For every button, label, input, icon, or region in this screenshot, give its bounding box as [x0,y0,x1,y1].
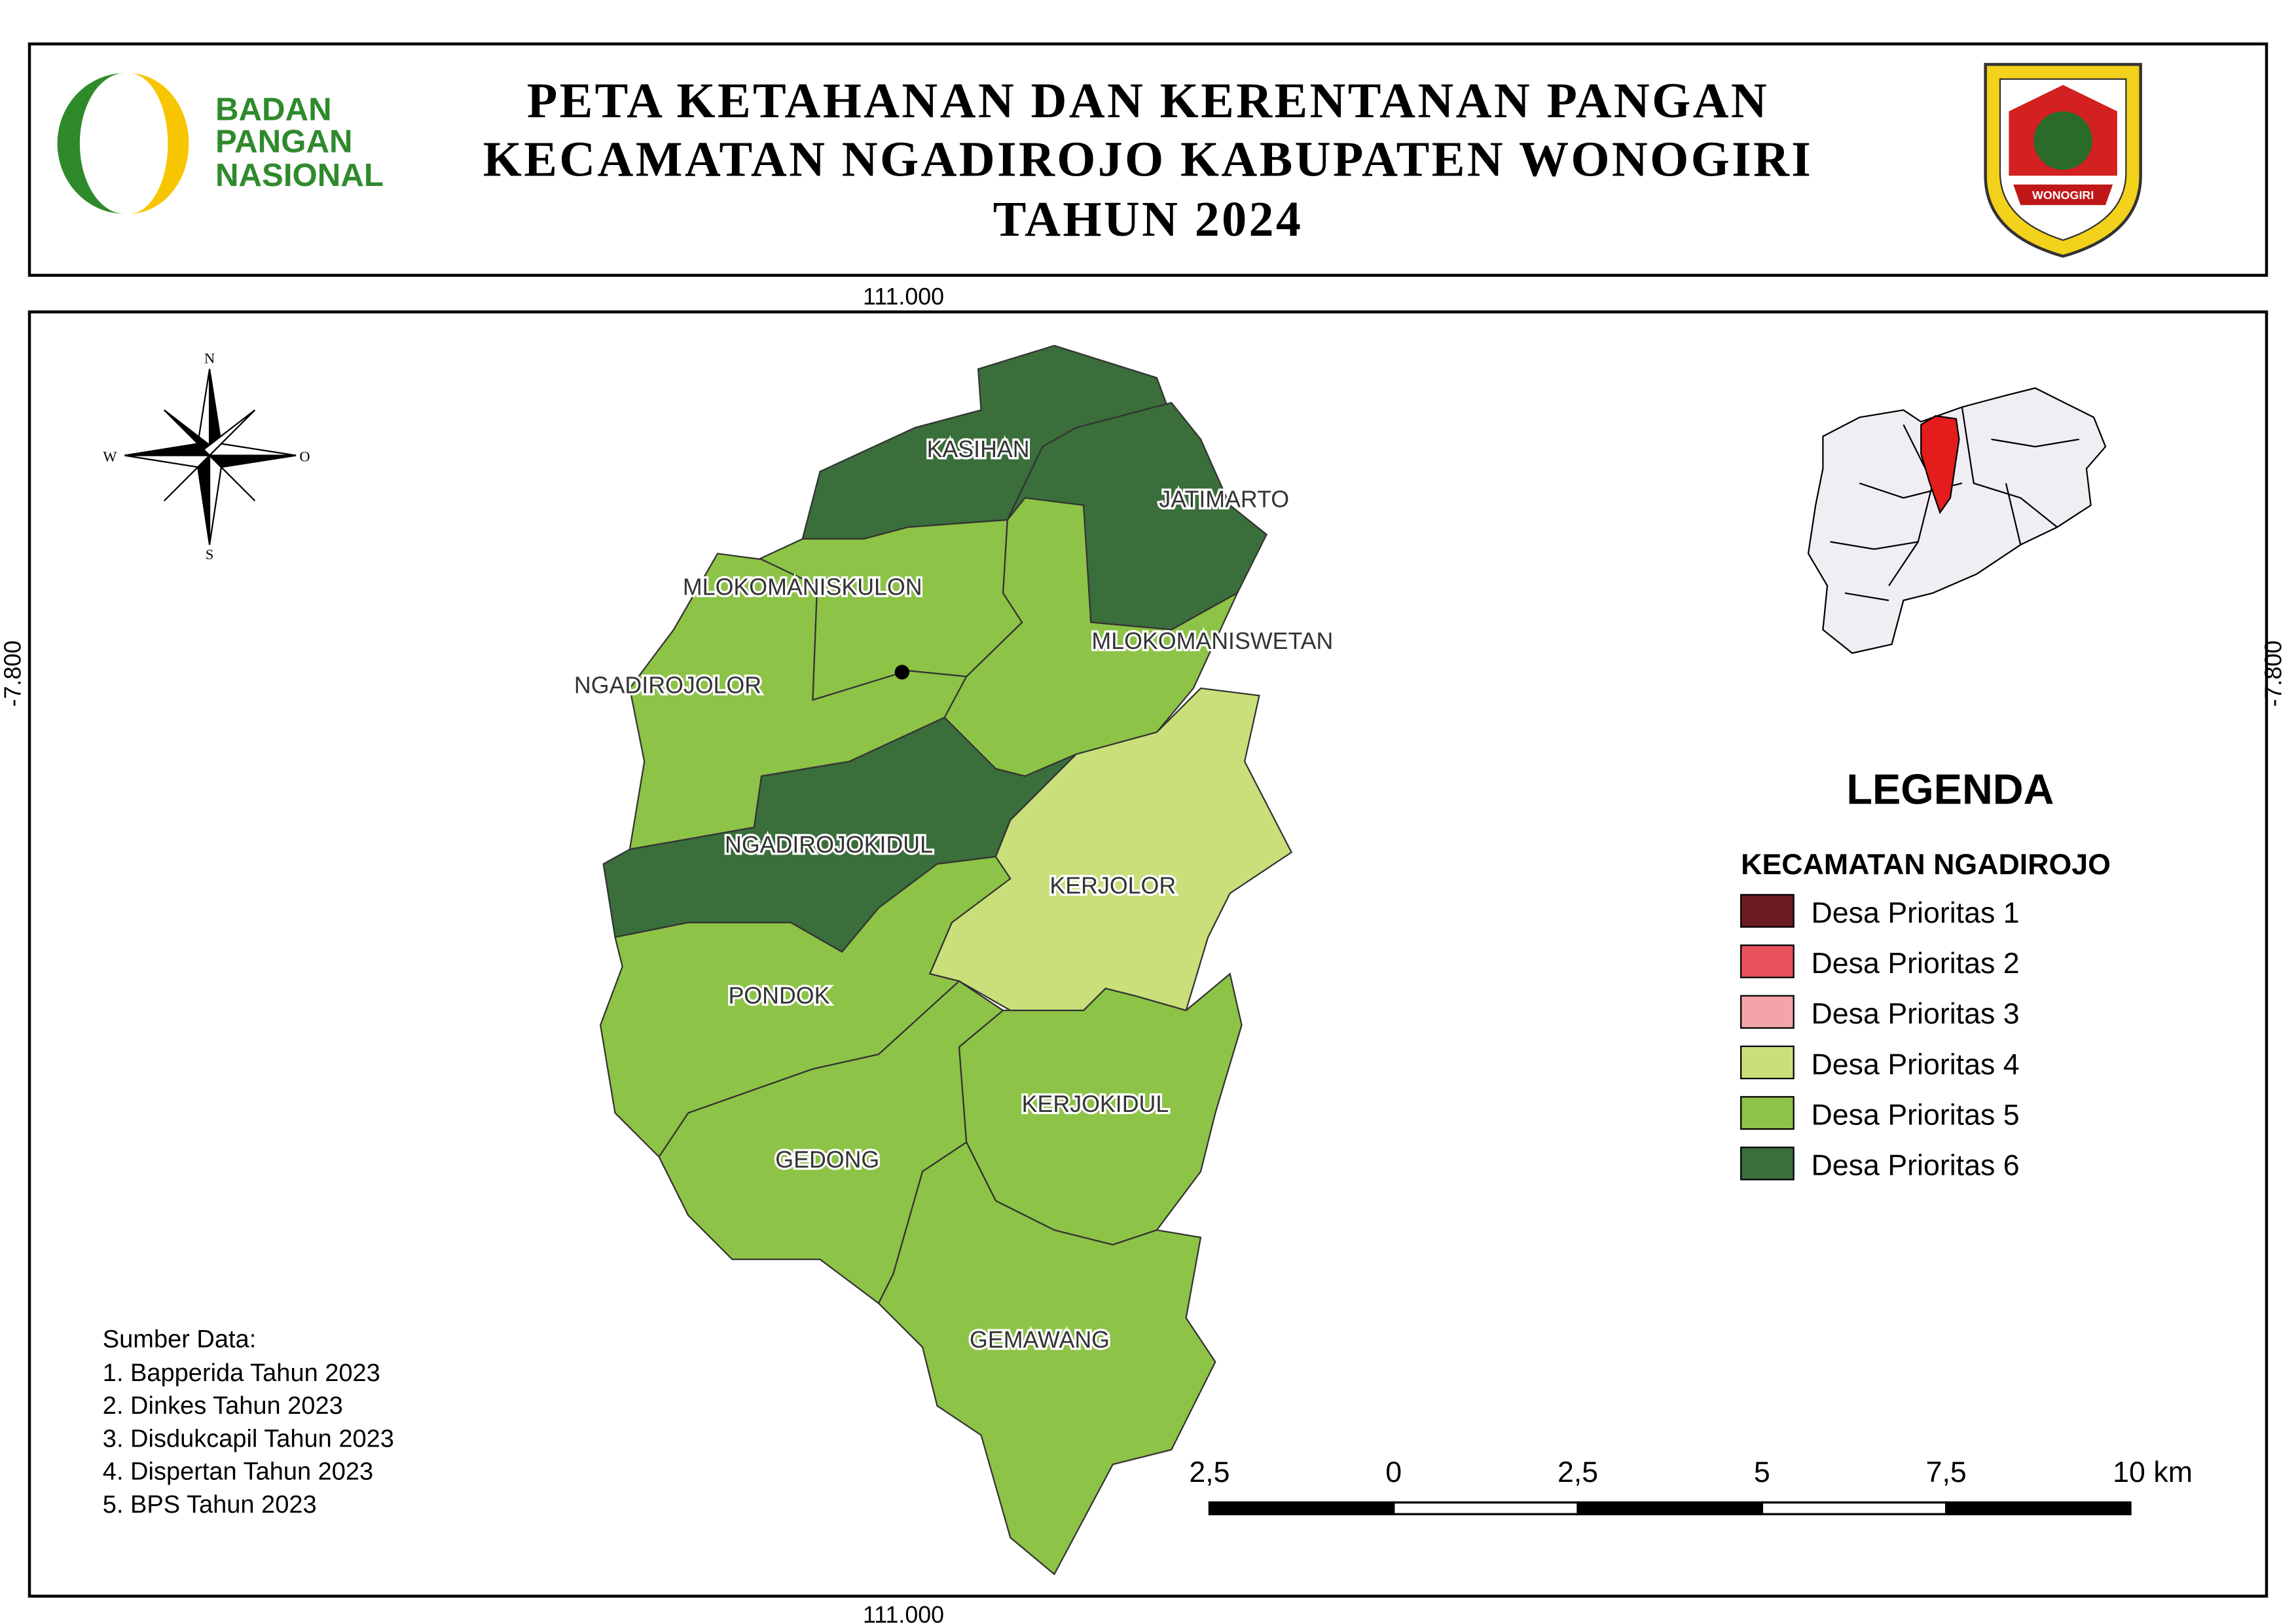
village-layer [599,344,1293,1576]
village-label: KERJOKIDUL [1022,1091,1169,1117]
logo-text: PANGAN [215,124,353,160]
legend-label: Desa Prioritas 6 [1812,1150,2020,1182]
compass-rose [124,369,297,545]
scale-segment [1760,1501,1948,1515]
legend-swatch [1740,1096,1795,1130]
district-center [894,665,909,680]
header-frame [27,42,2269,277]
village-label: NGADIROJOKIDUL [725,832,933,858]
scale-label: 5 [1754,1456,1770,1488]
compass-label: O [299,448,310,464]
emblem-wonogiri: WONOGIRI [1984,63,2142,258]
village-area [599,856,1011,1158]
legend-label: Desa Prioritas 3 [1812,998,2020,1030]
village-label: PONDOK [728,982,829,1008]
scale-label: 0 [1385,1456,1402,1488]
village-label: NGADIROJOLOR [574,672,761,698]
compass-label: W [103,448,117,464]
scale-label: 7,5 [1926,1456,1967,1488]
village-label: KERJOLOR [1049,873,1176,899]
village-labels: KASIHAN JATIMARTO MLOKOMANISKULON NGADIROJO… [572,434,1336,1355]
scale-segment [1393,1501,1579,1515]
scale-label: 2,5 [1558,1456,1598,1488]
scale-bar: 2,5 0 2,5 5 7,5 10 km [1189,1456,2193,1515]
legend-swatch [1740,944,1795,978]
source-item: 3. Disdukcapil Tahun 2023 [103,1425,394,1452]
scale-label: 10 km [2113,1456,2193,1488]
legend-label: Desa Prioritas 1 [1812,897,2020,929]
village-label: MLOKOMANISKULON [683,574,922,600]
title-line: TAHUN 2024 [993,192,1303,247]
legend-label: Desa Prioritas 4 [1812,1048,2020,1080]
source-item: 1. Bapperida Tahun 2023 [103,1359,380,1387]
coord-label: 111.000 [863,1602,944,1624]
legend-swatch [1740,995,1795,1029]
village-label: JATIMARTO [1159,486,1289,512]
source-item: 5. BPS Tahun 2023 [103,1491,317,1519]
title-line: PETA KETAHANAN DAN KERENTANAN PANGAN [527,73,1769,128]
legend-label: Desa Prioritas 5 [1812,1099,2020,1131]
sources-title: Sumber Data: [103,1325,256,1353]
emblem-text: WONOGIRI [2032,189,2094,202]
legend-swatch [1740,1045,1795,1080]
legend-swatch [1740,1146,1795,1181]
coord-label: -7.800 [0,640,26,707]
village-label: GEDONG [775,1147,879,1173]
scale-segment [1208,1501,1395,1515]
compass-label: N [204,350,215,367]
source-item: 2. Dinkes Tahun 2023 [103,1392,343,1420]
title-line: KECAMATAN NGADIROJO KABUPATEN WONOGIRI [483,132,1813,187]
coord-label: -7.800 [2260,640,2286,707]
legend-subtitle: KECAMATAN NGADIROJO [1741,849,2111,881]
legend-swatch [1740,894,1795,928]
logo-text: BADAN [215,91,332,127]
logo-bapanas [57,73,189,214]
scale-segment [1576,1501,1764,1515]
village-area [877,1141,1216,1576]
village-label: KASIHAN [927,436,1030,462]
compass-label: S [206,546,213,563]
logo-text: NASIONAL [215,157,384,193]
scale-label: 2,5 [1189,1456,1230,1488]
sources: Sumber Data: 1. Bapperida Tahun 2023 2. D… [103,1325,394,1519]
village-label: GEMAWANG [970,1327,1110,1353]
legend: Desa Prioritas 1 Desa Prioritas 2 Desa Pri… [1740,894,2020,1182]
legend-title: LEGENDA [1846,766,2054,813]
coord-label: 111.000 [863,284,944,310]
legend-label: Desa Prioritas 2 [1812,948,2020,980]
village-label: MLOKOMANISWETAN [1091,628,1333,654]
source-item: 4. Dispertan Tahun 2023 [103,1458,373,1486]
inset-map [1807,387,2107,654]
scale-segment [1945,1501,2132,1515]
